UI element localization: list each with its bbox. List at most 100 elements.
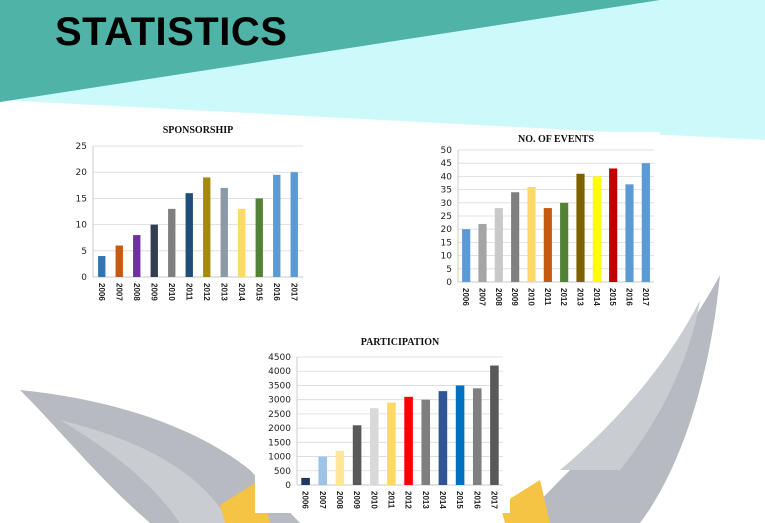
events-bar-2009 xyxy=(511,192,520,282)
sponsorship-x-tick-label: 2017 xyxy=(289,283,298,301)
sponsorship-bar-2011 xyxy=(185,193,193,277)
participation-y-tick-label: 3500 xyxy=(268,381,291,391)
events-bar-2007 xyxy=(478,223,487,282)
sponsorship-bar-2016 xyxy=(273,174,281,277)
participation-y-tick-label: 500 xyxy=(274,467,291,477)
left-wing-shape xyxy=(20,390,300,523)
participation-y-tick-label: 2500 xyxy=(268,410,291,420)
events-y-tick-label: 15 xyxy=(441,238,452,248)
events-chart: NO. OF EVENTS 0 5 10 15 20 25 30 35 40 45 50 2006 200… xyxy=(420,132,660,312)
events-x-tick-label: 2011 xyxy=(543,288,552,306)
sponsorship-bar-2009 xyxy=(150,224,158,277)
events-bar-2011 xyxy=(543,208,552,282)
right-wing-feather xyxy=(560,300,700,470)
participation-bar-2016 xyxy=(472,388,482,485)
participation-bar-2011 xyxy=(387,402,396,485)
participation-x-tick-label: 2008 xyxy=(335,491,344,509)
events-y-tick-label: 25 xyxy=(441,212,452,222)
sponsorship-bar-2013 xyxy=(220,187,228,277)
sponsorship-y-tick-label: 0 xyxy=(81,273,87,283)
sponsorship-y-tick-label: 25 xyxy=(76,142,87,152)
sponsorship-bar-2010 xyxy=(168,208,176,277)
slide-title: STATISTICS xyxy=(55,10,288,54)
participation-bar-2007 xyxy=(318,456,328,485)
right-wing-shape xyxy=(520,275,720,523)
participation-x-tick-label: 2017 xyxy=(489,491,498,509)
events-chart-svg: NO. OF EVENTS 0 5 10 15 20 25 30 35 40 45 50 2006 200… xyxy=(441,134,654,306)
events-bar-2014 xyxy=(592,176,601,282)
events-x-tick-label: 2006 xyxy=(461,288,470,306)
events-x-tick-label: 2016 xyxy=(625,288,634,306)
participation-x-tick-label: 2014 xyxy=(438,491,447,509)
participation-x-tick-label: 2016 xyxy=(472,491,481,509)
events-y-tick-label: 35 xyxy=(441,186,452,196)
sponsorship-x-tick-label: 2011 xyxy=(184,283,193,301)
participation-bar-2015 xyxy=(455,385,465,485)
events-bar-2016 xyxy=(625,184,634,282)
participation-y-tick-label: 4000 xyxy=(268,367,291,377)
participation-bar-2013 xyxy=(421,399,431,485)
sponsorship-y-tick-label: 20 xyxy=(76,168,88,178)
sponsorship-bar-2014 xyxy=(238,208,246,277)
light-cyan-band xyxy=(0,0,765,140)
sponsorship-chart-svg: SPONSORSHIP 0 5 10 15 20 25 2006 2007 2008 2009 201… xyxy=(76,125,303,301)
sponsorship-x-tick-label: 2016 xyxy=(272,283,281,301)
events-x-tick-label: 2014 xyxy=(592,288,601,306)
events-x-tick-label: 2017 xyxy=(641,288,650,306)
sponsorship-bar-2012 xyxy=(203,177,211,277)
events-y-tick-label: 10 xyxy=(441,252,453,262)
participation-x-tick-label: 2013 xyxy=(421,491,430,509)
sponsorship-x-tick-label: 2010 xyxy=(167,283,176,301)
events-x-tick-label: 2010 xyxy=(527,288,536,306)
sponsorship-x-tick-label: 2013 xyxy=(219,283,228,301)
events-chart-title: NO. OF EVENTS xyxy=(518,134,594,145)
sponsorship-bar-2006 xyxy=(98,256,106,277)
teal-header-band xyxy=(0,0,660,102)
participation-x-tick-label: 2007 xyxy=(318,491,327,509)
participation-x-tick-label: 2011 xyxy=(386,491,395,509)
participation-y-tick-label: 3000 xyxy=(268,396,291,406)
sponsorship-x-tick-label: 2006 xyxy=(97,283,106,301)
events-bar-2010 xyxy=(527,186,536,282)
participation-bar-2010 xyxy=(369,408,379,485)
participation-y-tick-label: 4500 xyxy=(268,353,291,363)
events-x-tick-label: 2009 xyxy=(510,288,519,306)
participation-bar-2009 xyxy=(352,425,362,485)
sponsorship-y-tick-label: 10 xyxy=(76,221,88,231)
sponsorship-x-tick-label: 2014 xyxy=(237,283,246,301)
participation-y-tick-label: 1000 xyxy=(268,453,291,463)
participation-bar-2014 xyxy=(438,391,448,485)
sponsorship-chart: SPONSORSHIP 0 5 10 15 20 25 2006 2007 2008 2009 201… xyxy=(55,120,310,310)
sponsorship-x-tick-label: 2012 xyxy=(202,283,211,301)
sponsorship-y-tick-label: 15 xyxy=(76,194,87,204)
participation-y-tick-label: 0 xyxy=(285,481,291,491)
events-x-tick-label: 2008 xyxy=(494,288,503,306)
sponsorship-y-tick-label: 5 xyxy=(81,247,87,257)
sponsorship-bar-2008 xyxy=(133,235,141,277)
emblem-accent-right xyxy=(500,480,550,523)
participation-x-tick-label: 2010 xyxy=(369,491,378,509)
sponsorship-x-tick-label: 2009 xyxy=(149,283,158,301)
events-bar-2013 xyxy=(576,173,585,282)
events-bar-2008 xyxy=(494,208,503,282)
events-y-tick-label: 20 xyxy=(441,225,453,235)
events-y-tick-label: 30 xyxy=(441,199,453,209)
emblem-wings-graphic xyxy=(20,275,720,523)
left-wing-feather xyxy=(60,420,230,523)
events-y-tick-label: 45 xyxy=(441,159,452,169)
events-bar-2015 xyxy=(609,168,618,282)
events-y-tick-label: 40 xyxy=(441,172,453,182)
participation-bar-2008 xyxy=(335,450,345,485)
events-x-tick-label: 2015 xyxy=(608,288,617,306)
participation-x-tick-label: 2009 xyxy=(352,491,361,509)
sponsorship-x-tick-label: 2007 xyxy=(114,283,123,301)
events-y-tick-label: 0 xyxy=(446,278,452,288)
events-x-tick-label: 2007 xyxy=(478,288,487,306)
participation-chart-svg: PARTICIPATION 0 500 1000 1500 2000 2500 3000 350… xyxy=(268,337,503,509)
sponsorship-chart-title: SPONSORSHIP xyxy=(163,125,234,136)
participation-chart: PARTICIPATION 0 500 1000 1500 2000 2500 3000 350… xyxy=(255,333,510,513)
participation-y-tick-label: 2000 xyxy=(268,424,291,434)
participation-bar-2006 xyxy=(301,477,310,485)
participation-chart-title: PARTICIPATION xyxy=(361,337,440,348)
